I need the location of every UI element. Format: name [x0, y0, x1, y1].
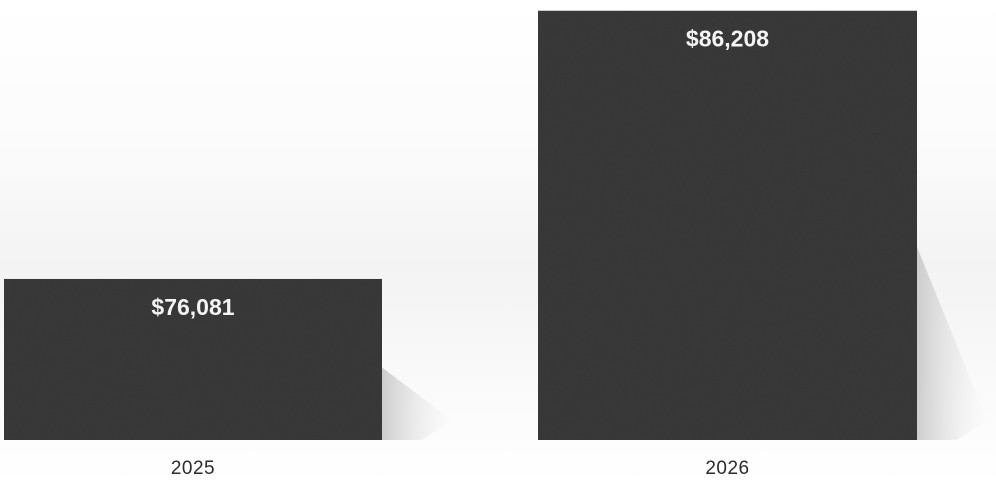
- bar-2026: [538, 10, 917, 440]
- bar-2025: [4, 278, 382, 440]
- labels-layer: $76,081 2025 $86,208 2026: [151, 26, 769, 479]
- bar-shadow: [917, 246, 987, 440]
- value-label-2025: $76,081: [151, 294, 234, 320]
- bar-shadow: [382, 367, 452, 440]
- value-label-2026: $86,208: [686, 26, 769, 52]
- category-label-2026: 2026: [705, 458, 749, 479]
- category-label-2025: 2025: [171, 458, 215, 479]
- bars-layer: [4, 10, 987, 440]
